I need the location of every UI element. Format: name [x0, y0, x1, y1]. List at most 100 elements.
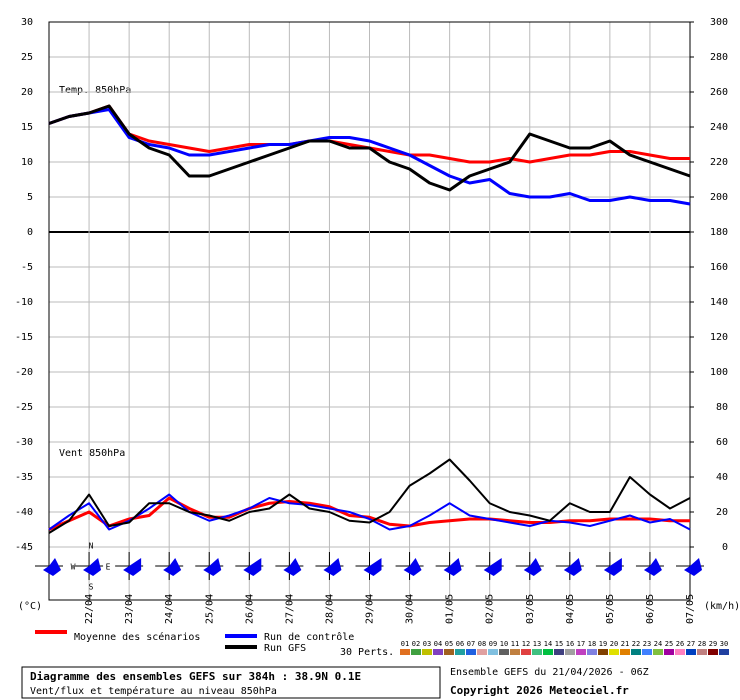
- perturbation-swatch: [576, 649, 586, 655]
- y2-axis-label: (km/h): [704, 601, 740, 612]
- y-tick-label: 30: [21, 17, 33, 28]
- perturbation-label: 07: [467, 640, 475, 648]
- y2-tick-label: 300: [710, 17, 728, 28]
- x-tick-label: 23/04: [124, 594, 135, 624]
- perturbation-label: 26: [676, 640, 684, 648]
- perturbation-label: 08: [478, 640, 486, 648]
- y2-tick-label: 120: [710, 332, 728, 343]
- run-info: Ensemble GEFS du 21/04/2026 - 06Z: [450, 667, 649, 678]
- y2-tick-label: 60: [716, 437, 728, 448]
- perturbation-label: 03: [423, 640, 431, 648]
- x-tick-label: 03/05: [525, 594, 536, 624]
- perturbations-label: 30 Perts.: [340, 647, 394, 658]
- y-tick-label: -20: [15, 367, 33, 378]
- wind-rose: [43, 558, 61, 576]
- rose-label: S: [89, 583, 94, 592]
- wind-rose: [403, 558, 422, 576]
- x-tick-label: 30/04: [405, 594, 416, 624]
- perturbation-swatch: [400, 649, 410, 655]
- perturbation-label: 11: [511, 640, 519, 648]
- wind-rose: [243, 558, 262, 576]
- perturbation-swatch: [609, 649, 619, 655]
- y2-tick-label: 180: [710, 227, 728, 238]
- wind-rose: [83, 558, 102, 576]
- panel-label: Vent 850hPa: [59, 448, 125, 459]
- x-tick-label: 24/04: [164, 594, 175, 624]
- footer-box: [21, 666, 441, 699]
- perturbation-swatch: [598, 649, 608, 655]
- y-tick-label: -40: [15, 507, 33, 518]
- perturbation-label: 24: [654, 640, 662, 648]
- y-tick-label: 20: [21, 87, 33, 98]
- perturbation-label: 15: [555, 640, 563, 648]
- y2-tick-label: 200: [710, 192, 728, 203]
- perturbation-swatch: [631, 649, 641, 655]
- x-tick-label: 06/05: [645, 594, 656, 624]
- rose-label: N: [89, 542, 94, 551]
- perturbation-label: 17: [577, 640, 585, 648]
- x-tick-label: 07/05: [685, 594, 696, 624]
- perturbation-label: 09: [489, 640, 497, 648]
- legend-label: Run GFS: [264, 643, 306, 654]
- y-tick-label: -15: [15, 332, 33, 343]
- perturbation-swatch: [642, 649, 652, 655]
- y-tick-label: 0: [27, 227, 33, 238]
- y-tick-label: 25: [21, 52, 33, 63]
- perturbation-label: 06: [456, 640, 464, 648]
- wind-rose: [443, 558, 462, 576]
- perturbation-label: 20: [610, 640, 618, 648]
- x-tick-label: 29/04: [365, 594, 376, 624]
- copyright: Copyright 2026 Meteociel.fr: [450, 684, 629, 697]
- perturbation-label: 22: [632, 640, 640, 648]
- perturbation-label: 29: [709, 640, 717, 648]
- x-tick-label: 27/04: [284, 594, 295, 624]
- perturbation-label: 16: [566, 640, 574, 648]
- wind-rose: [363, 558, 382, 576]
- series-line: [48, 496, 690, 531]
- perturbation-swatch: [422, 649, 432, 655]
- wind-rose: [203, 558, 222, 576]
- perturbation-label: 23: [643, 640, 651, 648]
- perturbation-swatch: [587, 649, 597, 655]
- wind-rose: [163, 558, 182, 576]
- perturbation-swatch: [653, 649, 663, 655]
- perturbation-label: 19: [599, 640, 607, 648]
- y2-tick-label: 100: [710, 367, 728, 378]
- legend-label: Moyenne des scénarios: [74, 631, 200, 643]
- rose-label: E: [106, 563, 111, 572]
- y2-tick-label: 220: [710, 157, 728, 168]
- wind-rose: [603, 558, 622, 576]
- y-tick-label: -25: [15, 402, 33, 413]
- wind-rose: [123, 558, 142, 576]
- x-tick-label: 22/04: [84, 594, 95, 624]
- footer-title: Diagramme des ensembles GEFS sur 384h : …: [30, 670, 361, 683]
- perturbation-label: 04: [434, 640, 442, 648]
- perturbation-swatch: [433, 649, 443, 655]
- y2-tick-label: 160: [710, 262, 728, 273]
- y2-tick-label: 140: [710, 297, 728, 308]
- wind-rose: [483, 558, 502, 576]
- y-axis-label: (°C): [18, 601, 42, 612]
- y-tick-label: -45: [15, 542, 33, 553]
- x-tick-label: 28/04: [324, 594, 335, 624]
- wind-rose: [323, 558, 342, 576]
- perturbation-label: 01: [401, 640, 409, 648]
- legend-label: Run de contrôle: [264, 631, 354, 643]
- perturbation-label: 18: [588, 640, 596, 648]
- perturbation-label: 05: [445, 640, 453, 648]
- y-tick-label: 15: [21, 122, 33, 133]
- series-line: [48, 104, 691, 192]
- perturbation-swatch: [719, 649, 729, 655]
- footer-subtitle: Vent/flux et température au niveau 850hP…: [30, 685, 277, 697]
- wind-rose: [563, 558, 582, 576]
- perturbation-swatch: [444, 649, 454, 655]
- perturbation-swatch: [455, 649, 465, 655]
- perturbation-swatch: [510, 649, 520, 655]
- y-tick-label: -5: [21, 262, 33, 273]
- x-tick-label: 04/05: [565, 594, 576, 624]
- perturbation-swatch: [664, 649, 674, 655]
- perturbation-label: 25: [665, 640, 673, 648]
- perturbation-swatch: [488, 649, 498, 655]
- wind-rose: [523, 558, 542, 576]
